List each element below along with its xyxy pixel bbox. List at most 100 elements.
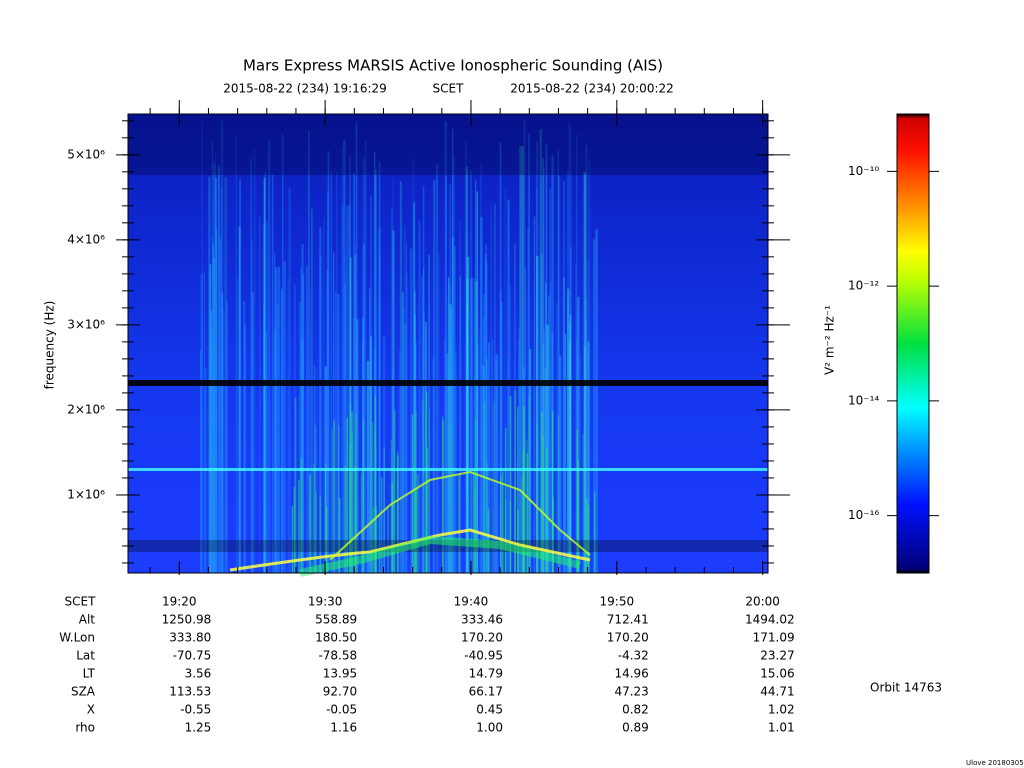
spectrogram-texture: [243, 301, 246, 573]
spectrogram-texture: [291, 505, 294, 573]
spectrogram-texture: [545, 144, 548, 574]
ephemeris-value: 44.71: [760, 685, 794, 699]
spectrogram-texture: [416, 474, 419, 573]
spectrogram-texture: [593, 239, 596, 573]
spectrogram-texture: [366, 360, 370, 573]
spectrogram-texture: [584, 297, 588, 573]
spectrogram-texture: [451, 128, 454, 573]
spectrogram-texture: [513, 243, 516, 573]
spectrogram-texture: [243, 325, 247, 573]
spectrogram-texture: [545, 283, 547, 573]
spectrogram-texture: [201, 121, 203, 574]
ephemeris-value: 0.82: [622, 703, 649, 717]
spectrogram-texture: [587, 341, 590, 573]
spectrogram-texture: [213, 163, 216, 573]
spectrogram-texture: [313, 463, 315, 573]
spectrogram-texture: [500, 476, 502, 573]
spectrogram-texture: [536, 141, 539, 573]
spectrogram-texture: [265, 331, 268, 573]
spectrogram-texture: [495, 354, 499, 573]
spectrogram-texture: [500, 301, 503, 573]
ephemeris-value: -0.55: [180, 703, 211, 717]
ephemeris-value: 333.46: [461, 613, 503, 627]
spectrogram-texture: [362, 419, 365, 573]
spectrogram-texture: [585, 145, 588, 573]
spectrogram-texture: [383, 335, 386, 573]
spectrogram-texture: [442, 419, 444, 573]
spectrogram-texture: [567, 169, 569, 573]
spectrogram-texture: [327, 151, 330, 573]
spectrogram-texture: [319, 227, 322, 573]
spectrogram-texture: [414, 291, 416, 573]
spectrogram-texture: [491, 339, 494, 573]
spectrogram-texture: [517, 339, 521, 573]
colorbar-tick-label: 10⁻¹⁴: [848, 393, 879, 407]
spectrogram-texture: [576, 134, 578, 573]
spectrogram-texture: [418, 221, 421, 573]
spectrogram-texture: [355, 414, 357, 573]
spectrogram-texture: [274, 252, 276, 573]
spectrogram-texture: [583, 345, 586, 573]
spectrogram-texture: [487, 342, 491, 573]
spectrogram-texture: [514, 390, 516, 573]
spectrogram-texture: [208, 176, 211, 573]
ephemeris-value: 0.45: [476, 703, 503, 717]
spectrogram-texture: [250, 158, 252, 573]
spectrogram-texture: [275, 267, 278, 573]
spectrogram-texture: [346, 417, 348, 573]
ephemeris-value: -4.32: [618, 649, 649, 663]
spectrogram-texture: [466, 256, 470, 573]
spectrogram-texture: [528, 133, 531, 573]
plot-frame: [127, 113, 769, 574]
spectrogram-texture: [374, 152, 376, 573]
spectrogram-texture: [239, 178, 241, 573]
spectrogram-texture: [128, 540, 768, 552]
ephemeris-row-label: LT: [83, 667, 96, 681]
spectrogram-texture: [293, 487, 296, 573]
spectrogram-texture: [275, 303, 279, 573]
spectrogram-texture: [398, 350, 401, 573]
spectrogram-texture: [514, 488, 516, 573]
spectrogram-texture: [579, 358, 581, 573]
colorbar-tick-label: 10⁻¹⁰: [848, 164, 879, 178]
spectrogram-texture: [551, 155, 554, 573]
spectrogram-texture: [301, 340, 304, 573]
spectrogram-texture: [507, 199, 510, 574]
x-tick-label: 19:40: [454, 595, 489, 609]
spectrogram-texture: [298, 479, 300, 573]
spectrogram-texture: [392, 230, 395, 573]
spectrogram-texture: [473, 278, 476, 573]
spectrogram-texture: [277, 266, 281, 573]
spectrogram-texture: [203, 271, 206, 573]
spectrogram-texture: [470, 277, 473, 573]
time-system: SCET: [433, 82, 465, 96]
ephemeris-time-label: SCET: [65, 595, 97, 609]
spectrogram-texture: [128, 380, 768, 386]
y-tick-label: 3×10⁶: [67, 317, 105, 331]
spectrogram-texture: [229, 528, 591, 572]
spectrogram-texture: [543, 167, 545, 573]
spectrogram-texture: [369, 336, 373, 573]
spectrogram-texture: [473, 469, 475, 573]
spectrogram-texture: [200, 350, 202, 573]
spectrogram-texture: [557, 149, 559, 573]
spectrogram-texture: [546, 446, 548, 573]
spectrogram-texture: [448, 277, 450, 573]
ephemeris-value: 1.16: [330, 721, 357, 735]
ephemeris-value: 1250.98: [162, 613, 212, 627]
ephemeris-value: -70.75: [173, 649, 212, 663]
spectrogram-texture: [343, 139, 346, 573]
x-tick-label: 20:00: [745, 595, 780, 609]
spectrogram-texture: [567, 288, 570, 573]
spectrogram-texture: [390, 208, 393, 573]
spectrogram-texture: [422, 399, 424, 573]
ephemeris-value: 171.09: [753, 631, 795, 645]
x-tick-label: 19:20: [162, 595, 197, 609]
spectrogram-texture: [300, 457, 303, 573]
spectrogram-texture: [543, 330, 545, 573]
y-tick-label: 2×10⁶: [67, 402, 105, 416]
spectrogram-texture: [541, 412, 543, 573]
spectrogram-texture: [452, 156, 455, 573]
spectrogram-texture: [480, 217, 483, 574]
spectrogram-texture: [392, 176, 394, 573]
